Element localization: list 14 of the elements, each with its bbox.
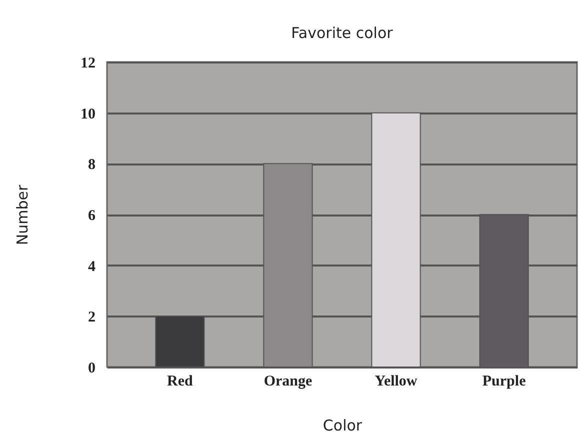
- y-tick-label: 6: [88, 208, 96, 224]
- chart-title: Favorite color: [291, 24, 394, 42]
- y-tick-label: 12: [80, 56, 96, 72]
- y-tick-label: 2: [88, 310, 96, 326]
- y-tick-label: 0: [88, 360, 96, 376]
- x-tick-label: Red: [167, 374, 194, 390]
- x-tick-label: Purple: [482, 374, 526, 390]
- y-tick-label: 10: [80, 106, 96, 122]
- x-tick-label: Yellow: [374, 374, 418, 390]
- x-tick-label: Orange: [264, 374, 312, 390]
- y-axis-title: Number: [14, 184, 32, 246]
- y-tick-label: 8: [88, 157, 96, 174]
- x-axis-title: Color: [322, 416, 363, 434]
- y-tick-label: 4: [88, 258, 96, 275]
